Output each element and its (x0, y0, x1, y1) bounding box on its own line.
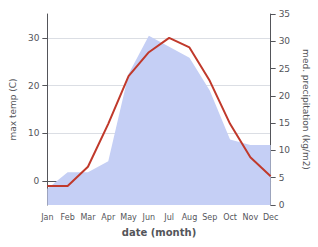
svg-text:20: 20 (28, 81, 40, 91)
svg-text:Jan: Jan (40, 213, 53, 222)
svg-text:5: 5 (279, 173, 285, 183)
svg-text:Aug: Aug (182, 213, 198, 222)
svg-text:Feb: Feb (61, 213, 75, 222)
svg-text:25: 25 (279, 64, 290, 74)
svg-text:Dec: Dec (263, 213, 278, 222)
svg-text:Sep: Sep (202, 213, 217, 222)
svg-text:15: 15 (279, 118, 290, 128)
svg-text:Jun: Jun (142, 213, 156, 222)
svg-text:10: 10 (279, 145, 291, 155)
svg-text:30: 30 (28, 33, 40, 43)
svg-text:35: 35 (279, 9, 290, 19)
svg-text:Oct: Oct (223, 213, 237, 222)
svg-text:0: 0 (279, 200, 285, 210)
svg-text:Jul: Jul (163, 213, 174, 222)
svg-text:Mar: Mar (80, 213, 96, 222)
svg-text:20: 20 (279, 91, 291, 101)
svg-text:10: 10 (28, 128, 40, 138)
svg-text:30: 30 (279, 36, 291, 46)
svg-text:date (month): date (month) (122, 227, 196, 238)
svg-text:Nov: Nov (243, 213, 259, 222)
svg-text:max temp (C): max temp (C) (8, 78, 18, 140)
svg-text:Apr: Apr (101, 213, 116, 222)
svg-text:May: May (120, 213, 137, 222)
svg-text:med. precipitation (kg/m2): med. precipitation (kg/m2) (301, 49, 311, 170)
svg-text:0: 0 (34, 176, 40, 186)
